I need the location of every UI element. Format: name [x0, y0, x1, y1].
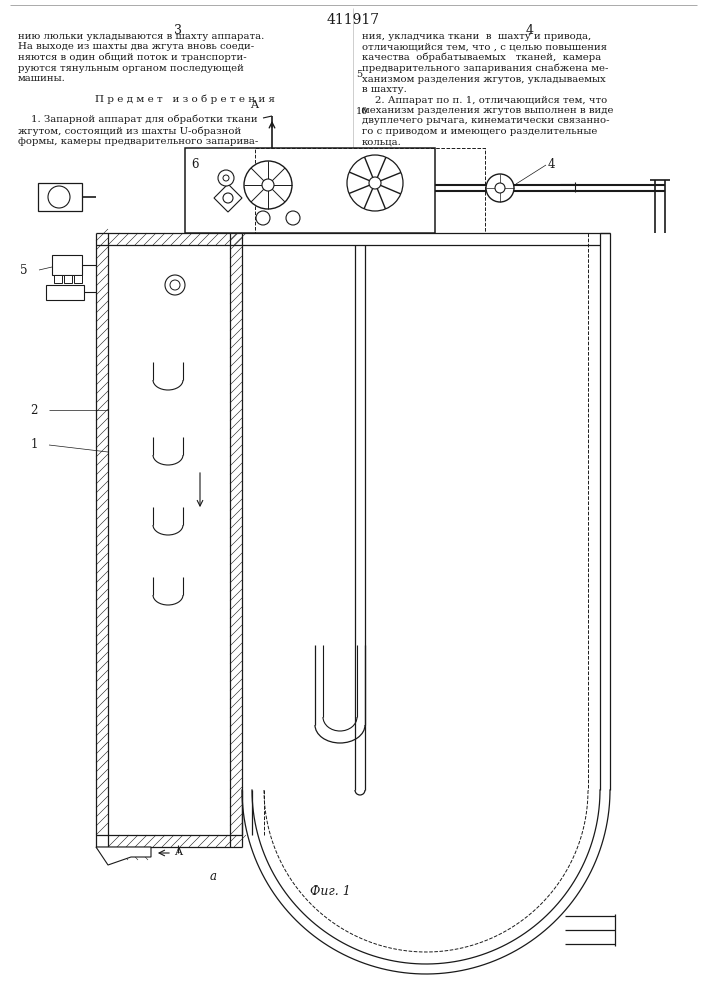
Polygon shape	[214, 184, 242, 212]
Circle shape	[48, 186, 70, 208]
Bar	[185, 148, 435, 233]
Text: Фиг. 1: Фиг. 1	[310, 885, 351, 898]
Text: 6: 6	[192, 158, 199, 172]
Circle shape	[486, 174, 514, 202]
Text: ния, укладчика ткани  в  шахту и привода,
отличающийся тем, что , с целью повыше: ния, укладчика ткани в шахту и привода, …	[362, 32, 614, 146]
Circle shape	[223, 193, 233, 203]
Bar	[64, 275, 72, 283]
Bar	[52, 255, 82, 275]
Text: A: A	[174, 847, 182, 857]
Circle shape	[256, 211, 270, 225]
Text: нию люльки укладываются в шахту аппарата.
На выходе из шахты два жгута вновь сое: нию люльки укладываются в шахту аппарата…	[18, 32, 264, 83]
Circle shape	[170, 280, 180, 290]
Bar	[74, 275, 82, 283]
Text: 5: 5	[356, 70, 362, 79]
Text: 411917: 411917	[327, 13, 380, 27]
Circle shape	[223, 175, 229, 181]
Text: 1. Запарной аппарат для обработки ткани
жгутом, состоящий из шахты U-образной
фо: 1. Запарной аппарат для обработки ткани …	[18, 115, 258, 146]
Text: A: A	[250, 100, 258, 110]
Text: П р е д м е т   и з о б р е т е н и я: П р е д м е т и з о б р е т е н и я	[95, 95, 275, 104]
Text: 5: 5	[21, 263, 28, 276]
Bar	[255, 148, 485, 233]
Bar	[54, 275, 62, 283]
Bar	[38, 183, 82, 211]
Polygon shape	[96, 847, 151, 865]
Bar	[46, 285, 84, 300]
Circle shape	[165, 275, 185, 295]
Text: 1: 1	[30, 438, 37, 452]
Circle shape	[495, 183, 505, 193]
Text: 4: 4	[548, 158, 556, 172]
Circle shape	[369, 177, 381, 189]
Text: 2: 2	[30, 403, 37, 416]
Text: 3: 3	[174, 24, 182, 37]
Circle shape	[218, 170, 234, 186]
Circle shape	[347, 155, 403, 211]
Circle shape	[262, 179, 274, 191]
Text: 4: 4	[526, 24, 534, 37]
Circle shape	[244, 161, 292, 209]
Text: a: a	[209, 870, 216, 884]
Text: 10: 10	[356, 107, 368, 116]
Circle shape	[286, 211, 300, 225]
